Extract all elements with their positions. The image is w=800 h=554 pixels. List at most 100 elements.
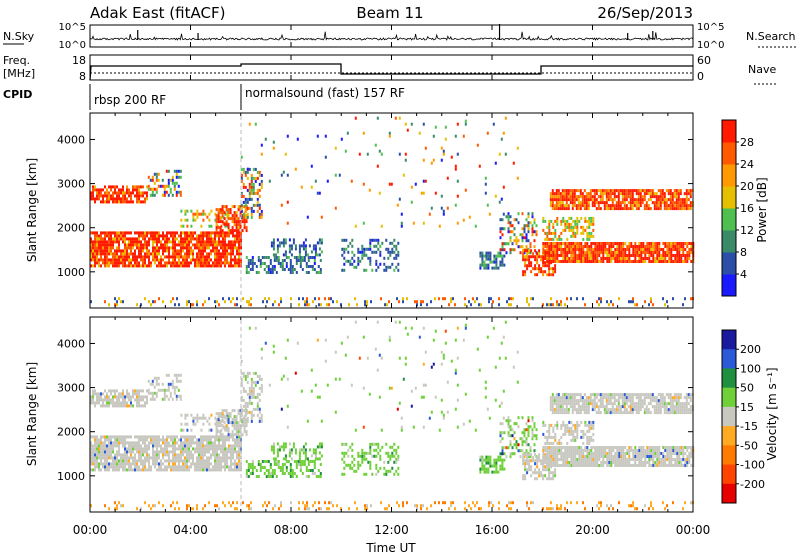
velocity-cell bbox=[274, 457, 277, 461]
velocity-cell bbox=[513, 452, 516, 456]
power-cell bbox=[236, 258, 238, 262]
power-cell bbox=[630, 300, 632, 304]
power-cell bbox=[557, 207, 560, 211]
power-cell bbox=[687, 207, 690, 211]
power-cell bbox=[638, 245, 641, 248]
power-cell bbox=[231, 217, 234, 221]
power-cell bbox=[256, 203, 259, 207]
power-cell bbox=[483, 260, 486, 264]
power-cell bbox=[632, 260, 635, 263]
power-cell bbox=[216, 252, 218, 256]
velocity-cell bbox=[208, 462, 210, 466]
velocity-cell bbox=[100, 398, 102, 402]
power-cell bbox=[634, 245, 637, 248]
velocity-cell bbox=[186, 428, 189, 432]
power-cell bbox=[236, 303, 238, 307]
velocity-cell bbox=[242, 419, 245, 423]
power-cell bbox=[138, 237, 140, 241]
power-cell bbox=[568, 260, 571, 263]
velocity-cell bbox=[564, 449, 567, 452]
velocity-cell bbox=[351, 442, 354, 446]
power-cell bbox=[96, 191, 98, 195]
freq-tick-top: 18 bbox=[72, 54, 86, 67]
velocity-cell bbox=[178, 444, 180, 448]
velocity-cell bbox=[184, 456, 186, 460]
power-cell bbox=[202, 246, 204, 250]
velocity-cell bbox=[106, 392, 108, 396]
velocity-cell bbox=[341, 442, 344, 446]
velocity-cell bbox=[556, 461, 559, 464]
velocity-cell bbox=[166, 468, 168, 472]
velocity-cell bbox=[245, 460, 248, 463]
velocity-cell bbox=[243, 409, 246, 413]
velocity-cell bbox=[503, 452, 506, 456]
power-cell bbox=[559, 207, 562, 211]
power-cell bbox=[654, 242, 657, 245]
power-cell bbox=[165, 169, 168, 173]
velocity-cell bbox=[140, 438, 142, 442]
power-cell bbox=[259, 265, 262, 268]
power-cell bbox=[218, 264, 220, 268]
velocity-cell bbox=[524, 462, 527, 466]
velocity-cell bbox=[235, 427, 238, 431]
velocity-cell bbox=[226, 465, 228, 469]
power-cell bbox=[154, 252, 156, 256]
velocity-cell bbox=[142, 389, 144, 393]
velocity-cell bbox=[379, 466, 382, 470]
velocity-cell bbox=[128, 398, 130, 402]
velocity-cell bbox=[155, 382, 158, 386]
velocity-cell bbox=[343, 454, 346, 458]
power-cell bbox=[196, 300, 198, 304]
power-cell bbox=[438, 297, 440, 301]
velocity-cell bbox=[568, 464, 571, 467]
power-cell bbox=[252, 176, 255, 180]
power-cell bbox=[180, 249, 182, 253]
velocity-cell bbox=[180, 444, 182, 448]
power-cell bbox=[192, 237, 194, 241]
power-cell bbox=[284, 253, 287, 257]
velocity-cell bbox=[246, 401, 249, 405]
power-cell bbox=[142, 255, 144, 259]
power-cell bbox=[242, 185, 245, 189]
power-cell bbox=[580, 245, 583, 248]
power-cell bbox=[361, 256, 364, 260]
velocity-cell bbox=[116, 459, 118, 463]
velocity-cell bbox=[315, 475, 318, 478]
power-cell bbox=[383, 256, 386, 260]
power-cell bbox=[588, 225, 591, 229]
power-cell bbox=[536, 267, 539, 271]
velocity-cell bbox=[503, 467, 506, 471]
velocity-cell bbox=[238, 450, 240, 454]
velocity-cell bbox=[243, 415, 246, 419]
velocity-cell bbox=[499, 455, 502, 459]
power-cell bbox=[657, 204, 660, 208]
power-cell bbox=[180, 237, 182, 241]
velocity-cell bbox=[224, 462, 226, 466]
power-cell bbox=[613, 192, 616, 196]
power-cell bbox=[194, 246, 196, 250]
velocity-cell bbox=[570, 449, 573, 452]
velocity-cell bbox=[566, 458, 569, 461]
velocity-cell bbox=[226, 435, 228, 439]
velocity-cell bbox=[244, 374, 247, 378]
power-cell bbox=[670, 260, 673, 263]
velocity-cell bbox=[120, 392, 122, 396]
power-cell bbox=[239, 205, 242, 209]
velocity-cell bbox=[184, 468, 186, 472]
power-cell bbox=[341, 268, 344, 272]
power-cell bbox=[277, 256, 280, 259]
velocity-cell bbox=[202, 450, 204, 454]
power-cell bbox=[169, 187, 172, 191]
velocity-cell bbox=[542, 468, 545, 472]
velocity-cell bbox=[225, 424, 228, 428]
power-cell bbox=[184, 218, 187, 222]
velocity-cell bbox=[552, 474, 555, 478]
power-cell bbox=[157, 184, 160, 188]
power-cell bbox=[548, 257, 551, 260]
velocity-cell bbox=[200, 465, 202, 469]
velocity-cell bbox=[218, 435, 220, 439]
power-cell bbox=[168, 237, 170, 241]
power-cell bbox=[634, 248, 637, 251]
power-cell bbox=[544, 254, 547, 257]
power-cell bbox=[134, 231, 136, 235]
